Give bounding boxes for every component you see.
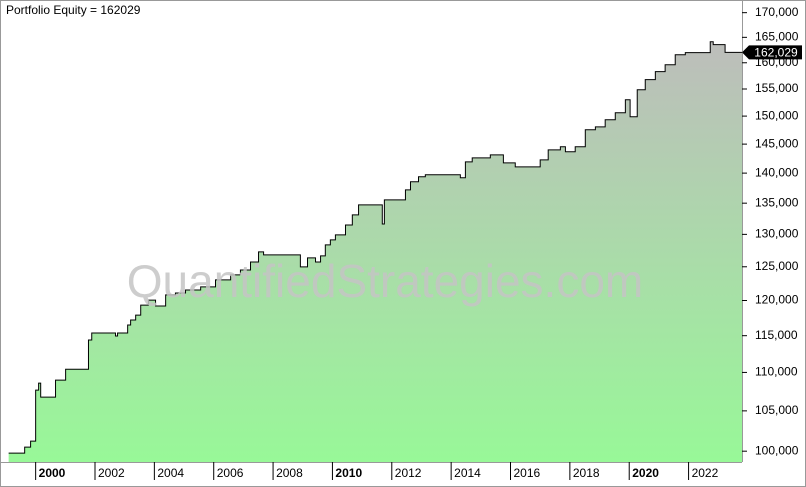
x-tick-label: 2004: [157, 466, 184, 480]
equity-area: [8, 41, 742, 462]
last-value-label: 162,029: [754, 46, 798, 60]
watermark: QuantifiedStrategies.com: [127, 255, 644, 307]
y-tick-label: 130,000: [755, 227, 799, 241]
y-tick-label: 145,000: [755, 136, 799, 150]
x-tick-label: 2008: [276, 466, 303, 480]
y-tick-label: 125,000: [755, 259, 799, 273]
y-tick-label: 150,000: [755, 108, 799, 122]
y-tick-label: 155,000: [755, 81, 799, 95]
x-tick-label: 2010: [335, 466, 362, 480]
y-tick-label: 115,000: [755, 328, 798, 342]
x-tick-label: 2012: [395, 466, 422, 480]
y-tick-label: 100,000: [755, 443, 799, 457]
equity-line: [8, 41, 742, 454]
x-tick-label: 2002: [98, 466, 125, 480]
x-tick-label: 2006: [217, 466, 244, 480]
x-tick-label: 2016: [514, 466, 541, 480]
x-tick-label: 2020: [632, 466, 659, 480]
last-value-tag: [742, 45, 802, 60]
y-tick-label: 105,000: [755, 403, 799, 417]
chart-title: Portfolio Equity = 162029: [6, 3, 141, 17]
x-tick-label: 2000: [39, 466, 66, 480]
y-tick-label: 140,000: [755, 165, 799, 179]
y-tick-label: 165,000: [755, 30, 799, 44]
y-tick-label: 120,000: [755, 293, 799, 307]
x-tick-label: 2022: [692, 466, 719, 480]
x-tick-label: 2014: [454, 466, 481, 480]
y-tick-label: 170,000: [755, 5, 799, 19]
y-tick-label: 110,000: [755, 365, 798, 379]
y-tick-label: 135,000: [755, 195, 799, 209]
x-tick-label: 2018: [573, 466, 600, 480]
